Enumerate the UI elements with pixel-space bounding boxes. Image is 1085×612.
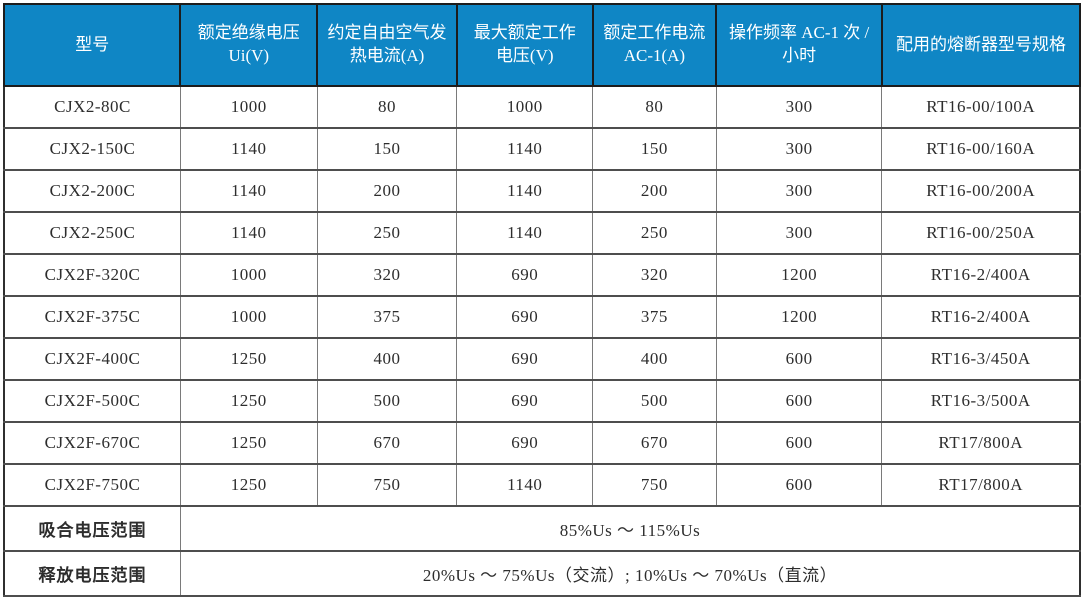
cell-fuse: RT16-3/450A	[881, 337, 1081, 381]
col-header-model: 型号	[2, 3, 182, 87]
cell-ith: 200	[316, 169, 458, 213]
table-row: CJX2-250C 1140 250 1140 250 300 RT16-00/…	[3, 211, 1081, 255]
cell-model: CJX2F-500C	[3, 379, 181, 423]
cell-ui: 1140	[179, 211, 318, 255]
cell-model: CJX2F-320C	[3, 253, 181, 297]
footer-row-release-voltage: 释放电压范围 20%Us ～ 75%Us（交流）; 10%Us ～ 70%Us（…	[3, 550, 1081, 597]
cell-ue: 1140	[456, 463, 594, 507]
pickup-voltage-label: 吸合电压范围	[3, 505, 181, 552]
cell-ie: 750	[592, 463, 717, 507]
cell-ue: 1000	[456, 85, 594, 129]
cell-ith: 400	[316, 337, 458, 381]
cell-ui: 1250	[179, 463, 318, 507]
cell-ie: 400	[592, 337, 717, 381]
cell-ue: 1140	[456, 169, 594, 213]
footer-row-pickup-voltage: 吸合电压范围 85%Us ～ 115%Us	[3, 505, 1081, 552]
contactor-spec-table: 型号 额定绝缘电压 Ui(V) 约定自由空气发热电流(A) 最大额定工作电压(V…	[2, 3, 1082, 597]
release-voltage-label: 释放电压范围	[3, 550, 181, 597]
col-header-insulation-voltage: 额定绝缘电压 Ui(V)	[179, 3, 319, 87]
cell-freq: 600	[715, 421, 883, 465]
cell-model: CJX2-250C	[3, 211, 181, 255]
cell-fuse: RT16-00/160A	[881, 127, 1081, 171]
cell-freq: 300	[715, 211, 883, 255]
cell-ue: 1140	[456, 211, 594, 255]
cell-ith: 500	[316, 379, 458, 423]
cell-ue: 690	[456, 337, 594, 381]
cell-ie: 200	[592, 169, 717, 213]
cell-model: CJX2-150C	[3, 127, 181, 171]
cell-ith: 250	[316, 211, 458, 255]
cell-freq: 600	[715, 379, 883, 423]
cell-freq: 300	[715, 85, 883, 129]
cell-ui: 1000	[179, 253, 318, 297]
cell-ie: 500	[592, 379, 717, 423]
col-header-working-current: 额定工作电流 AC-1(A)	[591, 3, 718, 87]
cell-ue: 1140	[456, 127, 594, 171]
cell-ith: 80	[316, 85, 458, 129]
cell-model: CJX2F-750C	[3, 463, 181, 507]
cell-ith: 670	[316, 421, 458, 465]
cell-fuse: RT16-3/500A	[881, 379, 1081, 423]
cell-ue: 690	[456, 295, 594, 339]
cell-ith: 150	[316, 127, 458, 171]
cell-ui: 1250	[179, 337, 318, 381]
cell-model: CJX2-80C	[3, 85, 181, 129]
table-row: CJX2F-750C 1250 750 1140 750 600 RT17/80…	[3, 463, 1081, 507]
cell-ui: 1250	[179, 421, 318, 465]
cell-ui: 1000	[179, 85, 318, 129]
cell-model: CJX2F-670C	[3, 421, 181, 465]
cell-ie: 375	[592, 295, 717, 339]
cell-fuse: RT16-2/400A	[881, 295, 1081, 339]
cell-ui: 1140	[179, 127, 318, 171]
table-row: CJX2-200C 1140 200 1140 200 300 RT16-00/…	[3, 169, 1081, 213]
table-row: CJX2-80C 1000 80 1000 80 300 RT16-00/100…	[3, 85, 1081, 129]
header-row: 型号 额定绝缘电压 Ui(V) 约定自由空气发热电流(A) 最大额定工作电压(V…	[2, 3, 1082, 87]
pickup-voltage-value: 85%Us ～ 115%Us	[179, 505, 1081, 552]
cell-fuse: RT16-00/200A	[881, 169, 1081, 213]
cell-ie: 150	[592, 127, 717, 171]
cell-fuse: RT17/800A	[881, 463, 1081, 507]
cell-ue: 690	[456, 379, 594, 423]
cell-ie: 320	[592, 253, 717, 297]
col-header-operating-frequency: 操作频率 AC-1 次 / 小时	[715, 3, 883, 87]
release-voltage-value: 20%Us ～ 75%Us（交流）; 10%Us ～ 70%Us（直流）	[179, 550, 1081, 597]
cell-ith: 375	[316, 295, 458, 339]
cell-fuse: RT16-00/100A	[881, 85, 1081, 129]
cell-freq: 1200	[715, 295, 883, 339]
table-row: CJX2F-375C 1000 375 690 375 1200 RT16-2/…	[3, 295, 1081, 339]
cell-freq: 600	[715, 337, 883, 381]
cell-ie: 250	[592, 211, 717, 255]
table-row: CJX2F-320C 1000 320 690 320 1200 RT16-2/…	[3, 253, 1081, 297]
cell-ith: 750	[316, 463, 458, 507]
cell-ith: 320	[316, 253, 458, 297]
cell-ui: 1250	[179, 379, 318, 423]
cell-freq: 300	[715, 127, 883, 171]
cell-model: CJX2-200C	[3, 169, 181, 213]
table-row: CJX2F-400C 1250 400 690 400 600 RT16-3/4…	[3, 337, 1081, 381]
cell-ie: 670	[592, 421, 717, 465]
col-header-fuse-spec: 配用的熔断器型号规格	[880, 3, 1082, 87]
cell-fuse: RT16-2/400A	[881, 253, 1081, 297]
cell-ui: 1140	[179, 169, 318, 213]
cell-freq: 300	[715, 169, 883, 213]
cell-ue: 690	[456, 421, 594, 465]
cell-fuse: RT17/800A	[881, 421, 1081, 465]
cell-ie: 80	[592, 85, 717, 129]
table-row: CJX2-150C 1140 150 1140 150 300 RT16-00/…	[3, 127, 1081, 171]
cell-model: CJX2F-375C	[3, 295, 181, 339]
cell-freq: 1200	[715, 253, 883, 297]
cell-ui: 1000	[179, 295, 318, 339]
table-row: CJX2F-500C 1250 500 690 500 600 RT16-3/5…	[3, 379, 1081, 423]
cell-ue: 690	[456, 253, 594, 297]
cell-fuse: RT16-00/250A	[881, 211, 1081, 255]
col-header-max-working-voltage: 最大额定工作电压(V)	[455, 3, 594, 87]
cell-freq: 600	[715, 463, 883, 507]
cell-model: CJX2F-400C	[3, 337, 181, 381]
table-row: CJX2F-670C 1250 670 690 670 600 RT17/800…	[3, 421, 1081, 465]
col-header-thermal-current: 约定自由空气发热电流(A)	[316, 3, 458, 87]
